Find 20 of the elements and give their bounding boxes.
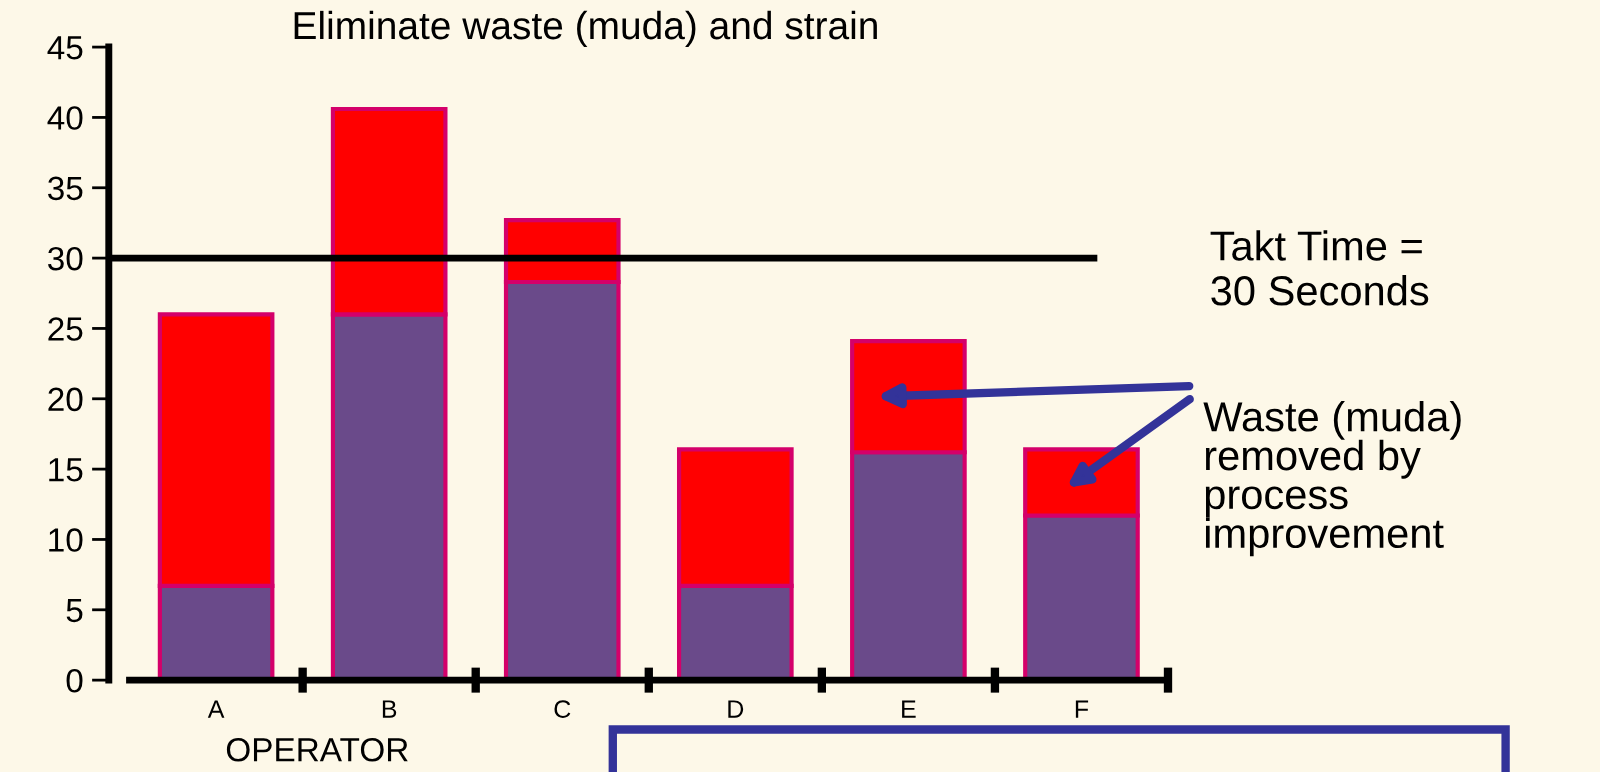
ref-line-label: Takt Time = 30 Seconds	[1210, 230, 1429, 306]
x-tick-label: E	[902, 700, 916, 718]
x-axis-title: OPERATOR	[226, 737, 408, 762]
x-tick-label: B	[382, 700, 397, 718]
y-tick-label: 5	[66, 598, 83, 623]
y-tick-label: 45	[47, 36, 83, 60]
y-tick-label: 20	[48, 387, 83, 412]
x-tick-label: D	[728, 700, 744, 718]
y-tick-label: 40	[47, 106, 83, 130]
text: Waste (muda) removed by process improvement	[1203, 400, 1461, 557]
y-tick-label: 15	[49, 458, 83, 482]
y-tick-label: 35	[48, 176, 83, 201]
y-tick-label: 10	[49, 528, 83, 552]
x-tick-label: C	[554, 700, 571, 718]
y-tick-label: 0	[66, 668, 83, 693]
x-tick-label: A	[207, 700, 225, 718]
chart-title: Eliminate waste (muda) and strain	[294, 10, 877, 48]
x-tick-label: F	[1075, 700, 1089, 718]
y-tick-label: 25	[48, 317, 83, 341]
y-tick-label: 30	[48, 246, 83, 271]
